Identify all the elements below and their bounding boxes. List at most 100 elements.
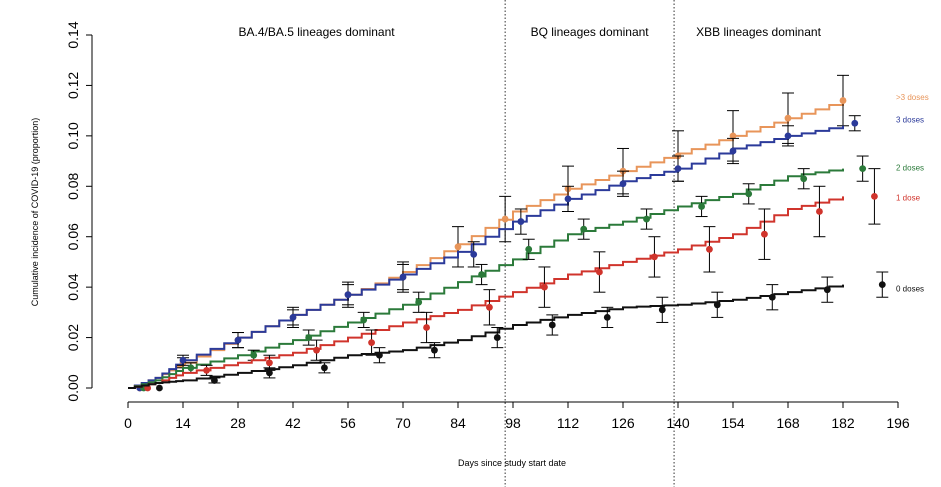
data-point — [266, 359, 273, 367]
data-point — [517, 218, 525, 225]
data-point — [470, 250, 478, 258]
y-tick-label: 0.06 — [65, 223, 81, 250]
data-point — [525, 245, 533, 253]
data-point — [415, 298, 423, 306]
data-point — [289, 314, 297, 321]
data-point — [564, 195, 572, 203]
data-point — [823, 286, 831, 294]
series-label-2-doses: 2 doses — [896, 163, 924, 172]
series-line-0-doses — [128, 284, 844, 389]
y-axis-label: Cumulative incidence of COVID-19 (propor… — [30, 118, 40, 307]
data-point — [674, 165, 682, 173]
data-point — [784, 132, 792, 140]
x-tick-label: 84 — [450, 415, 466, 431]
data-point — [493, 334, 501, 341]
data-point — [596, 268, 603, 276]
data-point — [859, 165, 867, 173]
data-point — [878, 281, 886, 289]
data-point — [816, 208, 823, 215]
series-line-2-doses — [128, 168, 844, 389]
y-tick-label: 0.14 — [65, 21, 81, 48]
x-tick-label: 0 — [124, 415, 132, 431]
data-point — [839, 97, 847, 104]
x-tick-label: 168 — [776, 415, 800, 431]
data-point — [203, 366, 210, 374]
data-point — [541, 283, 548, 291]
series-label-1-dose: 1 dose — [896, 194, 921, 203]
y-tick-label: 0.02 — [65, 324, 81, 351]
data-point — [234, 336, 242, 344]
data-point — [784, 114, 792, 122]
x-axis-label: Days since study start date — [458, 458, 566, 468]
series-label-gt-3-doses: >3 doses — [896, 93, 929, 102]
data-point — [454, 243, 462, 251]
data-point — [619, 180, 627, 188]
data-point — [211, 377, 218, 384]
period-labels: BA.4/BA.5 lineages dominant BQ lineages d… — [239, 25, 822, 39]
data-point — [501, 215, 509, 223]
data-point — [651, 253, 658, 261]
data-point — [580, 225, 588, 233]
period-boundaries — [504, 0, 675, 487]
x-tick-label: 98 — [505, 415, 521, 431]
data-point — [486, 303, 493, 311]
data-point — [698, 203, 705, 210]
data-point — [713, 301, 721, 309]
period-label-ba-4-ba-5-lineages-dominant: BA.4/BA.5 lineages dominant — [239, 25, 396, 39]
x-tick-label: 42 — [285, 415, 301, 431]
data-point — [706, 245, 713, 253]
period-label-xbb-lineages-dominant: XBB lineages dominant — [696, 25, 821, 39]
data-point — [478, 271, 485, 278]
data-point — [368, 339, 375, 347]
series-group — [128, 74, 889, 392]
data-point — [250, 351, 258, 359]
data-point — [745, 190, 753, 198]
x-tick-label: 154 — [721, 415, 745, 431]
data-point — [431, 346, 438, 354]
x-tick-label: 126 — [611, 415, 635, 431]
x-axis-ticks: 0 14 28 42 56 70 84 98 112 126 140 154 168 182 196 — [124, 402, 910, 431]
data-point — [179, 356, 187, 364]
x-tick-label: 56 — [340, 415, 356, 431]
x-tick-label: 182 — [831, 415, 855, 431]
series-3-doses — [128, 115, 861, 392]
data-point — [871, 192, 878, 200]
x-tick-label: 70 — [395, 415, 411, 431]
data-point — [360, 316, 368, 324]
x-tick-label: 112 — [557, 415, 580, 431]
data-point — [423, 324, 430, 331]
y-tick-label: 0.12 — [65, 72, 81, 99]
data-point — [800, 175, 808, 183]
x-tick-label: 14 — [175, 415, 191, 431]
data-point — [156, 384, 163, 392]
data-point — [548, 321, 556, 329]
y-tick-label: 0.00 — [65, 374, 81, 401]
data-point — [729, 147, 737, 155]
series-label-0-doses: 0 doses — [896, 284, 924, 293]
x-tick-label: 140 — [666, 415, 690, 431]
data-point — [729, 132, 737, 140]
y-tick-label: 0.10 — [65, 122, 81, 149]
x-tick-label: 196 — [886, 415, 910, 431]
data-point — [658, 306, 666, 314]
y-tick-label: 0.04 — [65, 273, 81, 300]
data-point — [768, 293, 776, 301]
data-point — [313, 346, 320, 354]
series-label-3-doses: 3 doses — [896, 115, 924, 124]
data-point — [399, 273, 407, 281]
data-point — [321, 364, 328, 372]
data-point — [266, 369, 273, 377]
data-point — [305, 334, 313, 341]
series-labels: >3 doses 3 doses 2 doses 1 dose 0 doses — [896, 93, 929, 294]
y-axis-ticks: 0.00 0.02 0.04 0.06 0.08 0.10 0.12 0.14 — [65, 21, 92, 402]
y-tick-label: 0.08 — [65, 172, 81, 199]
data-point — [376, 351, 383, 359]
series-line-3-doses — [128, 125, 844, 389]
data-point — [344, 291, 352, 299]
data-point — [851, 119, 859, 127]
data-point — [603, 314, 611, 321]
data-point — [187, 364, 195, 372]
data-point — [761, 230, 768, 238]
x-tick-label: 28 — [230, 415, 246, 431]
